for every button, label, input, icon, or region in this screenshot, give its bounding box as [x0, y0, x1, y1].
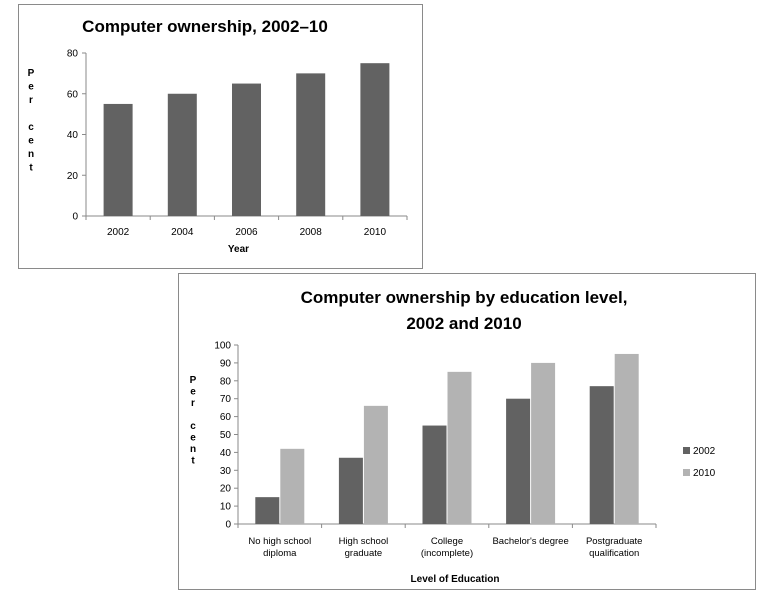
y-tick-label: 0: [225, 520, 231, 531]
chart-title: Computer ownership, 2002–10: [82, 17, 328, 36]
bar-2002: [506, 398, 531, 524]
y-tick-label: 70: [220, 394, 232, 405]
y-tick-label: 50: [220, 430, 232, 441]
legend-swatch-2002: [683, 447, 690, 454]
bar-2010: [363, 405, 388, 524]
y-tick-label: 30: [220, 466, 232, 477]
bar: [103, 103, 133, 216]
y-tick-label: 80: [67, 49, 79, 60]
bar-2002: [589, 386, 614, 524]
chart-title-line-1: Computer ownership by education level,: [301, 288, 628, 307]
x-tick-label: 2002: [107, 227, 130, 238]
bar-2002: [338, 457, 363, 524]
chart-panel-ownership-by-education: Computer ownership by education level, 20…: [178, 273, 756, 590]
bar-2010: [614, 353, 639, 524]
bar: [167, 93, 197, 216]
y-tick-label: 80: [220, 376, 232, 387]
bar: [296, 73, 326, 216]
legend-label-2010: 2010: [693, 468, 716, 479]
bar: [360, 63, 390, 216]
x-category-label: Bachelor's degree: [492, 536, 568, 547]
x-axis-title: Level of Education: [411, 574, 500, 585]
x-axis-title: Year: [228, 244, 249, 255]
y-tick-label: 40: [67, 130, 79, 141]
bar-2002: [255, 497, 280, 524]
y-tick-label: 60: [67, 89, 79, 100]
x-category-label: No high school diploma: [248, 536, 311, 559]
bar: [232, 83, 261, 216]
x-tick-label: 2004: [171, 227, 194, 238]
y-tick-label: 20: [67, 171, 79, 182]
bar-2010: [280, 448, 305, 524]
y-tick-label: 90: [220, 358, 232, 369]
y-tick-label: 0: [72, 212, 78, 223]
x-tick-label: 2010: [364, 227, 387, 238]
y-tick-label: 100: [214, 341, 231, 352]
x-tick-label: 2008: [300, 227, 323, 238]
bar-2002: [422, 425, 447, 524]
legend-swatch-2010: [683, 469, 690, 476]
y-tick-label: 60: [220, 412, 232, 423]
y-tick-label: 40: [220, 448, 232, 459]
legend-label-2002: 2002: [693, 446, 716, 457]
chart-ownership-by-education: Computer ownership by education level, 20…: [190, 288, 716, 585]
chart-title-line-2: 2002 and 2010: [406, 314, 521, 333]
y-tick-label: 10: [220, 502, 232, 513]
bar-2010: [447, 371, 472, 524]
y-tick-label: 20: [220, 484, 232, 495]
bar-2010: [531, 362, 556, 524]
chart-ownership-by-year: Computer ownership, 2002–10 0 20 40 60 80 2002…: [28, 17, 408, 255]
x-category-label: College (incomplete): [421, 536, 473, 559]
chart-panel-ownership-by-year: Computer ownership, 2002–10 0 20 40 60 80 2002…: [18, 4, 423, 269]
x-category-label: Postgraduate qualification: [586, 536, 643, 559]
x-category-label: High school graduate: [339, 536, 389, 559]
x-tick-label: 2006: [235, 227, 258, 238]
